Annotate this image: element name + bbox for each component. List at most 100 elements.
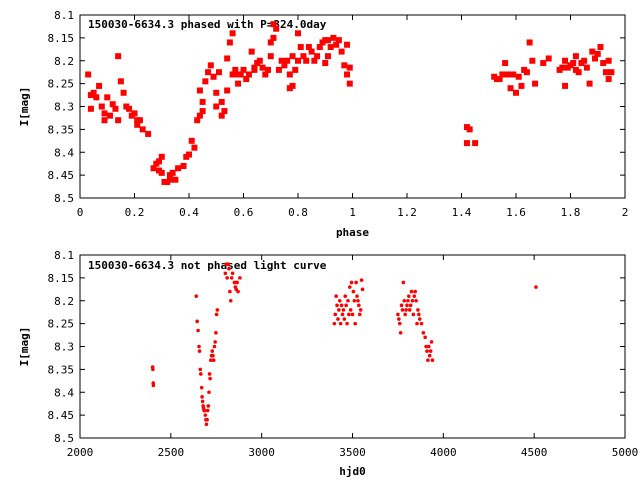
data-point [416, 308, 420, 312]
data-point [226, 39, 233, 46]
data-point [267, 39, 274, 46]
data-point [221, 108, 228, 115]
data-point [338, 321, 343, 326]
data-point [602, 69, 609, 76]
data-point [104, 94, 111, 101]
data-point [223, 271, 228, 276]
data-point [562, 82, 569, 89]
data-point [265, 66, 272, 73]
x-tick-label: 0.8 [288, 206, 308, 219]
data-point [357, 303, 361, 308]
data-point [463, 140, 470, 147]
data-point [334, 294, 338, 298]
data-point [425, 349, 429, 353]
data-point [407, 308, 412, 312]
data-point [417, 317, 422, 321]
data-point [295, 30, 301, 37]
data-point [586, 80, 593, 87]
data-point [339, 303, 344, 308]
data-point [412, 294, 417, 298]
data-point [357, 312, 362, 317]
data-point [151, 383, 156, 388]
data-point [96, 82, 103, 89]
data-point [169, 169, 176, 176]
data-point [232, 66, 239, 73]
data-point [218, 98, 225, 105]
data-point [191, 144, 198, 151]
y-tick-label: 8.25 [48, 318, 75, 331]
data-point [466, 126, 473, 133]
data-point [208, 376, 212, 381]
data-point [327, 44, 334, 51]
data-point [515, 73, 522, 80]
data-point [346, 64, 353, 71]
data-point [229, 276, 234, 280]
data-point [112, 105, 119, 112]
data-point [324, 53, 331, 60]
data-point [589, 48, 596, 55]
y-tick-label: 8.1 [54, 9, 74, 22]
data-point [360, 287, 365, 292]
data-point [202, 408, 207, 413]
x-axis-label: phase [336, 226, 369, 239]
x-tick-label: 0.6 [234, 206, 254, 219]
data-point [359, 278, 364, 282]
data-point [314, 53, 321, 60]
data-point [504, 71, 511, 78]
data-point [259, 64, 266, 71]
data-point [407, 294, 411, 298]
data-point [237, 71, 244, 78]
data-point [206, 404, 211, 408]
data-point [211, 358, 216, 363]
data-point [344, 303, 348, 308]
data-point [358, 308, 363, 312]
data-point [400, 308, 405, 312]
data-point [200, 399, 205, 404]
data-point [207, 372, 212, 376]
data-point [353, 321, 358, 326]
y-tick-label: 8.5 [54, 192, 74, 205]
data-point [207, 390, 211, 395]
data-point [562, 57, 569, 64]
data-point [428, 349, 433, 353]
data-point [205, 69, 212, 76]
x-tick-label: 0.2 [125, 206, 145, 219]
data-point [605, 57, 612, 64]
data-point [502, 60, 509, 67]
data-point [510, 71, 517, 78]
data-point [499, 71, 506, 78]
data-point [399, 303, 404, 308]
data-point [199, 385, 204, 390]
data-point [251, 64, 258, 71]
data-point [131, 110, 138, 117]
data-point [408, 303, 413, 308]
data-point [356, 298, 360, 303]
data-point [346, 80, 353, 87]
data-point [559, 64, 566, 71]
data-point [352, 298, 357, 303]
data-point [292, 66, 299, 73]
data-point [218, 112, 225, 119]
data-point [262, 71, 269, 78]
data-point [572, 53, 579, 60]
data-point [235, 80, 242, 87]
data-point [180, 162, 187, 169]
data-point [340, 312, 345, 317]
y-tick-label: 8.45 [48, 409, 75, 422]
data-point [120, 89, 127, 96]
data-point [228, 289, 232, 294]
data-point [322, 60, 329, 67]
data-point [267, 53, 274, 60]
data-point [423, 335, 427, 340]
data-point [158, 169, 165, 176]
data-point [345, 321, 349, 326]
data-point [405, 303, 409, 308]
x-tick-label: 0 [77, 206, 84, 219]
data-point [346, 298, 350, 303]
data-point [415, 321, 419, 326]
x-tick-label: 4500 [521, 446, 548, 459]
y-tick-label: 8.35 [48, 123, 75, 136]
data-point [417, 312, 421, 317]
data-point [186, 151, 192, 158]
y-tick-label: 8.2 [54, 295, 74, 308]
